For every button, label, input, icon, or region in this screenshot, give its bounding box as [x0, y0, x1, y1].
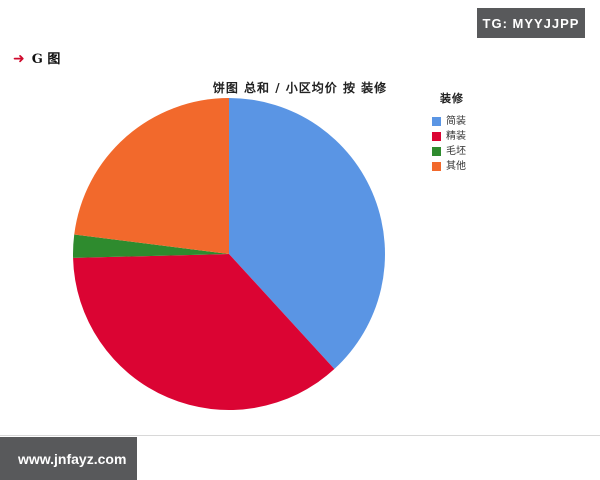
legend-label: 其他 — [446, 160, 466, 172]
legend-swatch-icon — [432, 117, 441, 126]
legend-label: 精装 — [446, 130, 466, 142]
legend-item[interactable]: 其他 — [432, 159, 512, 174]
legend-label: 简装 — [446, 115, 466, 127]
tg-watermark-badge: TG: MYYJJPP — [477, 8, 585, 38]
legend-item[interactable]: 毛坯 — [432, 144, 512, 159]
pie-slice-其他[interactable] — [74, 98, 229, 254]
chart-title: 饼图 总和 / 小区均价 按 装修 — [212, 81, 388, 95]
legend-label: 毛坯 — [446, 145, 466, 157]
pie-slice-简装[interactable] — [229, 98, 385, 370]
legend-swatch-icon — [432, 132, 441, 141]
legend-title: 装修 — [440, 92, 464, 105]
footer-divider — [0, 435, 600, 436]
corner-marker: ➜ G 图 — [13, 48, 61, 68]
chart-legend: 装修 简装精装毛坯其他 — [432, 90, 512, 174]
corner-label: G 图 — [31, 52, 61, 67]
legend-swatch-icon — [432, 162, 441, 171]
footer-watermark-text: www.jnfayz.com — [18, 450, 127, 467]
pie-chart — [73, 98, 385, 410]
pie-slice-精装[interactable] — [73, 254, 335, 410]
tg-watermark-text: TG: MYYJJPP — [482, 15, 580, 31]
arrow-right-icon: ➜ — [13, 49, 25, 66]
legend-items: 简装 精装 毛坯 其他 — [432, 114, 512, 174]
legend-item[interactable]: 精装 — [432, 129, 512, 144]
legend-swatch-icon — [432, 147, 441, 156]
footer-watermark-badge: www.jnfayz.com — [0, 437, 137, 480]
legend-item[interactable]: 简装 — [432, 114, 512, 129]
pie-slice-毛坯[interactable] — [73, 234, 229, 258]
